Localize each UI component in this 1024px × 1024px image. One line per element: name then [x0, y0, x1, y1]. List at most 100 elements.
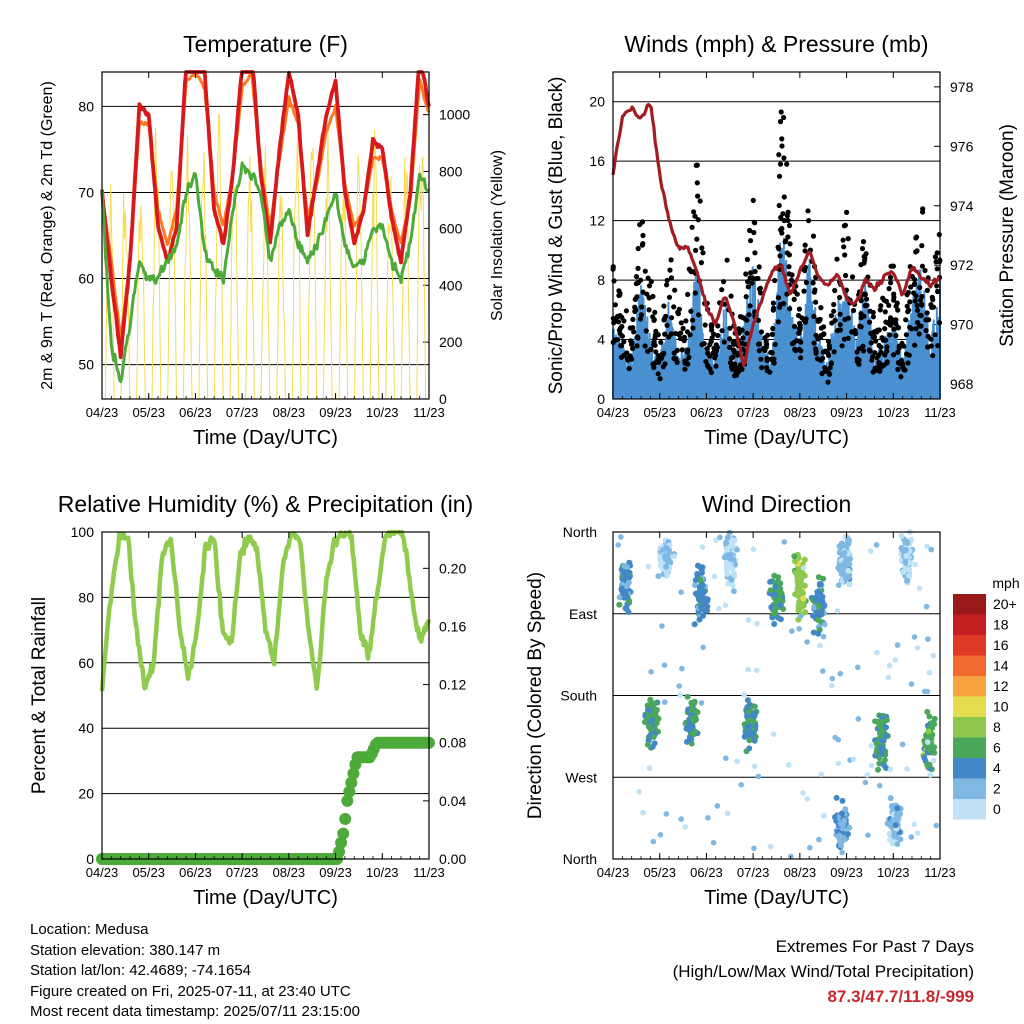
gust-point — [668, 331, 674, 337]
gust-point — [744, 256, 751, 263]
direction-point — [904, 577, 910, 584]
gust-point — [758, 356, 764, 362]
legend-title: mph — [992, 575, 1019, 591]
gust-point — [657, 376, 663, 382]
direction-point — [711, 573, 718, 580]
gust-point — [637, 316, 644, 322]
gust-point — [916, 331, 922, 337]
direction-point — [818, 771, 824, 778]
gust-point — [878, 303, 884, 309]
x-axis-label: Time (Day/UTC) — [193, 427, 338, 449]
gust-point — [903, 317, 909, 323]
direction-point — [792, 569, 799, 576]
precip-point — [337, 827, 350, 840]
y-tick-label: 20 — [589, 94, 605, 110]
direction-point — [796, 601, 803, 608]
gust-point — [784, 213, 791, 219]
direction-point — [676, 683, 682, 689]
gust-point — [743, 271, 749, 277]
gust-point — [911, 290, 917, 296]
gust-point — [746, 312, 752, 318]
direction-point — [645, 706, 651, 713]
y2-tick-label: 0.04 — [439, 793, 466, 809]
gust-point — [777, 304, 783, 310]
direction-point — [836, 834, 843, 841]
gust-point — [934, 250, 940, 256]
direction-point — [873, 740, 880, 747]
legend-label: 0 — [993, 801, 1001, 817]
gust-point — [882, 309, 888, 315]
gust-point — [743, 294, 749, 300]
direction-point — [647, 696, 654, 703]
gust-point — [640, 289, 646, 295]
gust-point — [850, 307, 857, 314]
gust-point — [909, 273, 915, 280]
gust-point — [887, 332, 893, 338]
gust-point — [662, 361, 668, 367]
gust-point — [676, 331, 682, 337]
panel-title: Wind Direction — [702, 491, 852, 517]
direction-point — [684, 738, 690, 745]
direction-point — [864, 772, 871, 778]
gust-point — [740, 335, 746, 341]
gust-point — [668, 257, 674, 263]
y2-tick-label: 976 — [950, 138, 974, 154]
gust-point — [786, 222, 793, 229]
direction-point — [624, 564, 631, 570]
direction-point — [822, 621, 828, 628]
direction-point — [930, 652, 937, 659]
direction-point — [804, 796, 811, 802]
gust-point — [661, 317, 667, 323]
gust-point — [689, 224, 695, 230]
gust-point — [842, 222, 849, 228]
gust-point — [920, 209, 926, 215]
gust-point — [661, 303, 667, 309]
gust-point — [703, 358, 709, 365]
direction-point — [841, 817, 848, 824]
gust-series — [610, 109, 943, 385]
gust-point — [871, 334, 878, 340]
direction-point — [724, 534, 731, 541]
gust-point — [814, 356, 821, 362]
direction-point — [924, 739, 931, 745]
legend-swatch — [953, 799, 986, 820]
x-tick-label: 09/23 — [830, 405, 863, 420]
gust-point — [895, 307, 901, 313]
x-tick-label: 11/23 — [413, 865, 445, 880]
direction-point — [659, 623, 665, 629]
gust-point — [642, 268, 648, 274]
gust-point — [903, 332, 910, 338]
direction-point — [791, 553, 798, 560]
gust-point — [779, 143, 785, 149]
direction-point — [879, 737, 886, 744]
direction-point — [690, 716, 696, 722]
x-tick-label: 05/23 — [643, 865, 676, 880]
gust-point — [844, 209, 850, 215]
gust-point — [801, 288, 807, 294]
direction-point — [701, 599, 708, 606]
gust-point — [612, 302, 619, 308]
gust-point — [878, 344, 884, 350]
direction-point — [767, 587, 774, 594]
gust-point — [887, 274, 894, 280]
gust-point — [785, 217, 791, 224]
gust-point — [840, 237, 846, 243]
gust-point — [908, 326, 915, 332]
x-tick-label: 06/23 — [690, 865, 723, 880]
direction-point — [648, 669, 654, 675]
gust-point — [933, 259, 939, 265]
extremes-title: Extremes For Past 7 Days — [775, 937, 974, 956]
direction-point — [663, 545, 670, 552]
gust-point — [891, 291, 897, 297]
gust-point — [876, 360, 882, 366]
gust-point — [640, 241, 646, 247]
station-latlon: Station lat/lon: 42.4689; -74.1654 — [30, 962, 252, 979]
gust-point — [775, 319, 782, 325]
direction-point — [770, 731, 777, 737]
gust-point — [805, 208, 811, 214]
station-elevation: Station elevation: 380.147 m — [30, 941, 221, 959]
direction-point — [868, 743, 875, 749]
gust-point — [695, 193, 701, 199]
x-tick-label: 10/23 — [366, 865, 399, 880]
direction-point — [862, 779, 869, 786]
